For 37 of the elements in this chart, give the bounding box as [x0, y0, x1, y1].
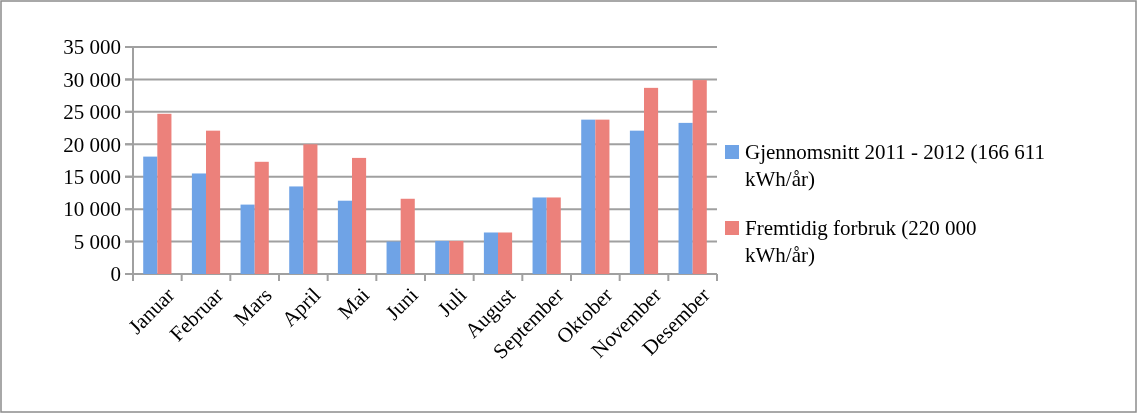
bar: [143, 156, 158, 274]
y-tick-label: 30 000: [63, 67, 121, 92]
bar: [449, 240, 464, 274]
y-tick-label: 10 000: [63, 197, 121, 222]
bar: [352, 157, 367, 274]
bar: [581, 119, 596, 274]
y-tick-label: 5 000: [73, 229, 121, 254]
y-tick-label: 35 000: [63, 35, 121, 60]
y-tick-label: 15 000: [63, 165, 121, 190]
bar: [629, 130, 644, 274]
bar: [386, 241, 401, 274]
bar: [678, 122, 693, 274]
bar: [206, 130, 221, 274]
bar: [400, 198, 415, 274]
bar: [692, 80, 707, 274]
bar: [191, 173, 206, 274]
bar: [337, 200, 352, 274]
x-tick-label: Juni: [380, 282, 423, 325]
bar: [289, 186, 304, 274]
bar: [546, 197, 561, 274]
bar: [532, 197, 547, 274]
bar: [498, 232, 513, 274]
legend-label: Fremtidig forbruk (220 000 kWh/år): [745, 216, 977, 268]
bar: [254, 161, 269, 274]
x-tick-label: Mai: [333, 282, 375, 324]
y-tick-label: 25 000: [63, 100, 121, 125]
bar: [157, 113, 172, 274]
bar: [644, 87, 659, 274]
y-tick-label: 20 000: [63, 132, 121, 157]
x-tick-label: Juli: [432, 282, 472, 322]
bar: [303, 144, 318, 274]
bar: [483, 232, 498, 274]
bar: [240, 204, 255, 274]
legend-label: Gjennomsnitt 2011 - 2012 (166 611 kWh/år): [745, 140, 1046, 192]
y-tick-label: 0: [110, 262, 121, 287]
bar: [595, 119, 610, 274]
bar: [435, 240, 450, 274]
